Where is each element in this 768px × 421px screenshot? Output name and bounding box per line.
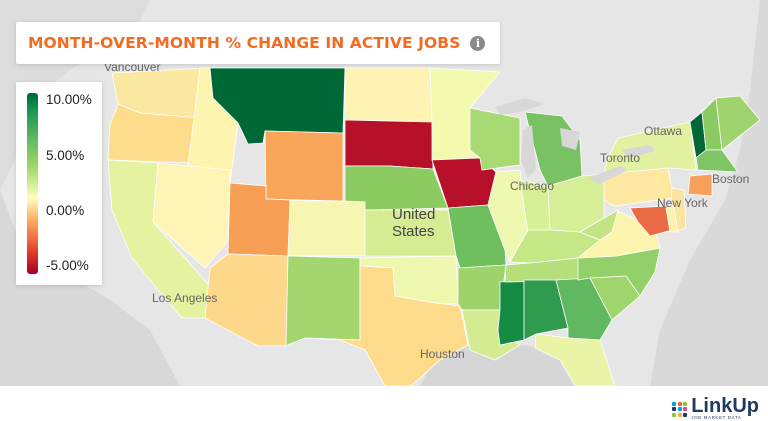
logo-dot bbox=[683, 407, 688, 411]
logo-dot bbox=[683, 412, 688, 417]
state-ms[interactable] bbox=[497, 279, 525, 346]
title-card: MONTH-OVER-MONTH % CHANGE IN ACTIVE JOBS… bbox=[16, 22, 500, 64]
atlantic-ocean bbox=[650, 0, 768, 386]
city-label-chicago: Chicago bbox=[510, 179, 554, 193]
map-title: MONTH-OVER-MONTH % CHANGE IN ACTIVE JOBS bbox=[28, 34, 461, 52]
logo-tagline: JOB MARKET DATA bbox=[691, 415, 742, 420]
lake-superior bbox=[495, 98, 545, 115]
state-nm[interactable] bbox=[285, 255, 361, 347]
color-legend: 10.00% 5.00% 0.00% -5.00% bbox=[16, 82, 102, 285]
state-al[interactable] bbox=[523, 279, 569, 341]
state-wi[interactable] bbox=[469, 107, 521, 171]
legend-label-mid-high: 5.00% bbox=[46, 148, 85, 163]
logo-dot bbox=[677, 407, 682, 411]
lake-michigan bbox=[521, 125, 536, 178]
city-label-los-angeles: Los Angeles bbox=[152, 291, 217, 305]
logo-dot bbox=[677, 401, 682, 406]
state-ar[interactable] bbox=[457, 264, 507, 311]
logo-dot bbox=[672, 401, 677, 406]
state-nd[interactable] bbox=[344, 67, 433, 123]
lake-erie bbox=[588, 166, 628, 184]
state-tx[interactable] bbox=[304, 265, 469, 386]
state-de[interactable] bbox=[665, 205, 679, 233]
country-label-line-1: United bbox=[392, 206, 435, 223]
choropleth-map[interactable]: Vancouver Ottawa Toronto Boston Chicago … bbox=[0, 0, 768, 386]
states-layer bbox=[107, 67, 761, 386]
state-fl[interactable] bbox=[534, 333, 616, 386]
state-md[interactable] bbox=[629, 205, 673, 237]
state-co[interactable] bbox=[287, 199, 366, 257]
city-label-ottawa: Ottawa bbox=[644, 124, 682, 138]
state-wv[interactable] bbox=[579, 209, 619, 241]
state-wy[interactable] bbox=[264, 130, 344, 202]
city-label-houston: Houston bbox=[420, 347, 465, 361]
logo-mark-icon bbox=[672, 401, 688, 417]
logo-dot bbox=[683, 401, 688, 406]
legend-label-zero: 0.00% bbox=[46, 203, 85, 218]
lake-ontario bbox=[622, 145, 655, 158]
country-label-line-2: States bbox=[392, 223, 435, 240]
pacific-ocean-south bbox=[0, 190, 180, 386]
legend-label-max: 10.00% bbox=[46, 92, 92, 107]
state-ct[interactable] bbox=[687, 173, 713, 197]
state-ma[interactable] bbox=[695, 149, 739, 173]
state-nv[interactable] bbox=[152, 162, 231, 269]
logo-dot bbox=[677, 412, 682, 417]
city-label-boston: Boston bbox=[712, 172, 749, 186]
logo-dot bbox=[672, 412, 677, 417]
legend-gradient-bar bbox=[27, 93, 38, 274]
state-me[interactable] bbox=[715, 95, 761, 151]
city-label-toronto: Toronto bbox=[600, 151, 640, 165]
state-sd[interactable] bbox=[344, 119, 434, 170]
state-ne[interactable] bbox=[344, 165, 449, 211]
legend-label-min: -5.00% bbox=[46, 258, 89, 273]
linkup-logo: LinkUp JOB MARKET DATA bbox=[672, 395, 759, 421]
lake-huron bbox=[560, 128, 580, 150]
info-icon[interactable]: i bbox=[470, 35, 486, 51]
logo-name: LinkUp bbox=[691, 395, 759, 417]
city-label-new-york: New York bbox=[657, 196, 709, 210]
state-mt[interactable] bbox=[209, 67, 346, 145]
logo-dot bbox=[672, 407, 677, 411]
